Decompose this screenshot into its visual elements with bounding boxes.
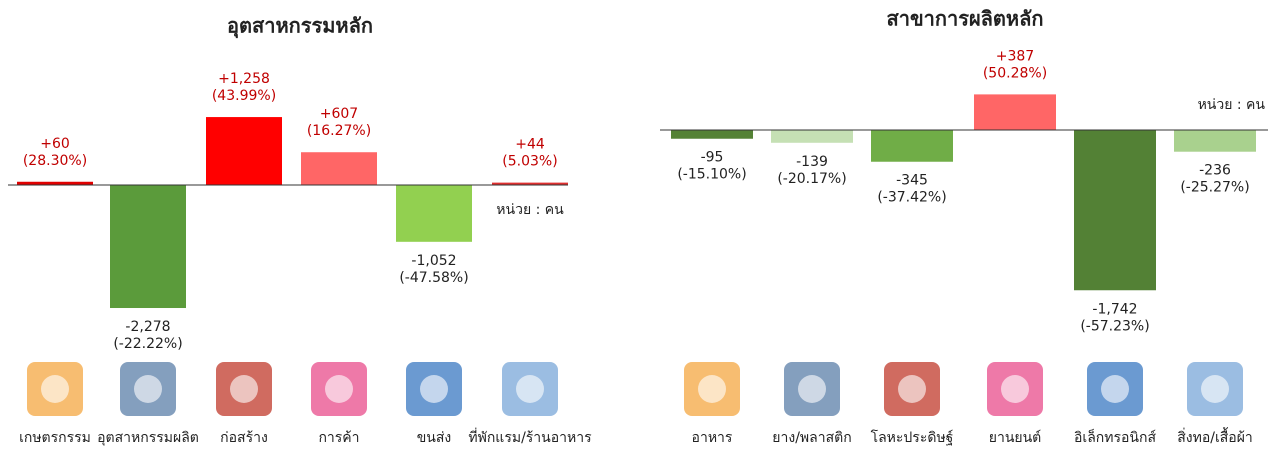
x-tick-label: การค้า [318,430,359,446]
value-label: +607 [320,106,358,122]
bar [396,185,472,242]
value-label: +60 [40,136,70,152]
x-tick-label: โลหะประดิษฐ์ [871,429,954,446]
category-icon [134,375,162,403]
percent-label: (-57.23%) [1080,318,1149,334]
value-label: -95 [701,150,724,166]
bar [1074,130,1156,291]
bar [17,181,93,185]
x-tick-label: ยาง/พลาสติก [772,430,851,446]
bar [206,117,282,185]
bar [1174,130,1256,152]
x-tick-label: อิเล็กทรอนิกส์ [1074,428,1156,446]
x-tick-label: อาหาร [692,430,733,446]
chart-title: อุตสาหกรรมหลัก [227,14,373,39]
value-label: -139 [796,154,828,170]
percent-label: (43.99%) [212,88,276,104]
percent-label: (5.03%) [502,154,557,170]
value-label: +44 [515,137,545,153]
value-label: +387 [996,48,1034,64]
percent-label: (50.28%) [983,65,1047,81]
unit-note: หน่วย : คน [496,202,564,218]
x-tick-label: เกษตรกรรม [19,430,91,446]
category-icon [230,375,258,403]
percent-label: (28.30%) [23,153,87,169]
category-icon [325,375,353,403]
unit-note: หน่วย : คน [1198,97,1266,113]
bar [301,152,377,185]
bar [871,130,953,162]
percent-label: (-37.42%) [877,190,946,206]
value-label: -1,052 [411,253,456,269]
x-tick-label: ก่อสร้าง [220,430,268,446]
value-label: -345 [896,173,928,189]
percent-label: (16.27%) [307,123,371,139]
percent-label: (-15.10%) [677,167,746,183]
category-icon [898,375,926,403]
category-icon [420,375,448,403]
category-icon [1001,375,1029,403]
value-label: -2,278 [125,319,170,335]
bar [110,185,186,309]
percent-label: (-22.22%) [113,336,182,352]
x-tick-label: อุตสาหกรรมผลิต [97,430,199,446]
bar [671,130,753,139]
category-icon [1101,375,1129,403]
x-tick-label: ที่พักแรม/ร้านอาหาร [468,428,592,446]
bar [974,94,1056,130]
x-tick-label: ยานยนต์ [989,429,1042,446]
category-icon [698,375,726,403]
percent-label: (-20.17%) [777,171,846,187]
value-label: +1,258 [218,71,270,87]
x-tick-label: ขนส่ง [417,430,452,446]
percent-label: (-47.58%) [399,270,468,286]
value-label: -236 [1199,163,1231,179]
category-icon [1201,375,1229,403]
x-tick-label: สิ่งทอ/เสื้อผ้า [1177,427,1253,446]
category-icon [798,375,826,403]
value-label: -1,742 [1092,301,1137,317]
percent-label: (-25.27%) [1180,180,1249,196]
bar [492,182,568,185]
chart-title: สาขาการผลิตหลัก [887,7,1044,31]
bar [771,130,853,143]
category-icon [516,375,544,403]
category-icon [41,375,69,403]
